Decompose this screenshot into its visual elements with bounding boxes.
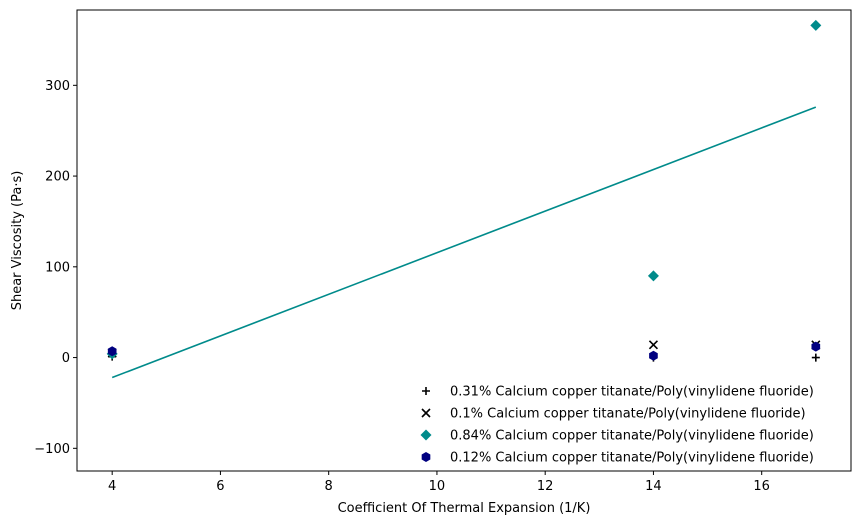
plot-area-frame — [76, 9, 852, 472]
x-tick-label: 6 — [216, 479, 224, 494]
legend-marker-1 — [422, 387, 430, 395]
y-axis-title: Shear Viscosity (Pa·s) — [10, 171, 25, 311]
data-point-series-4 — [107, 346, 117, 357]
legend-marker-3 — [420, 429, 432, 441]
y-axis-ticks: −100 0 100 200 300 — [34, 79, 77, 457]
data-point-series-2 — [648, 340, 659, 350]
x-axis-ticks: 4 6 8 10 12 14 16 — [108, 471, 770, 494]
x-tick-label: 16 — [753, 479, 770, 494]
y-tick-label: 0 — [62, 351, 70, 366]
x-axis-title: Coefficient Of Thermal Expansion (1/K) — [338, 501, 591, 516]
x-tick-label: 8 — [325, 479, 333, 494]
legend-label-4: 0.12% Calcium copper titanate/Poly(vinyl… — [450, 451, 814, 466]
y-tick-label: 200 — [45, 170, 70, 185]
y-tick-label: 100 — [45, 260, 70, 275]
x-tick-label: 14 — [645, 479, 662, 494]
x-tick-label: 12 — [537, 479, 554, 494]
legend-marker-4 — [421, 452, 431, 462]
data-point-series-4 — [811, 341, 821, 352]
legend-label-2: 0.1% Calcium copper titanate/Poly(vinyli… — [450, 407, 806, 422]
legend-label-1: 0.31% Calcium copper titanate/Poly(vinyl… — [450, 385, 814, 400]
legend-label-3: 0.84% Calcium copper titanate/Poly(vinyl… — [450, 429, 814, 444]
x-tick-label: 4 — [108, 479, 116, 494]
data-points-layer — [106, 19, 822, 362]
y-tick-label: −100 — [34, 442, 70, 457]
x-tick-label: 10 — [429, 479, 446, 494]
y-tick-label: 300 — [45, 79, 70, 94]
data-point-series-4 — [649, 350, 658, 361]
data-point-series-3 — [810, 19, 822, 31]
data-point-series-1 — [811, 353, 820, 362]
legend-marker-2 — [421, 408, 431, 418]
trendline — [111, 106, 817, 379]
trendline-layer — [111, 106, 817, 379]
data-point-series-3 — [647, 270, 659, 282]
legend: 0.31% Calcium copper titanate/Poly(vinyl… — [420, 385, 814, 466]
